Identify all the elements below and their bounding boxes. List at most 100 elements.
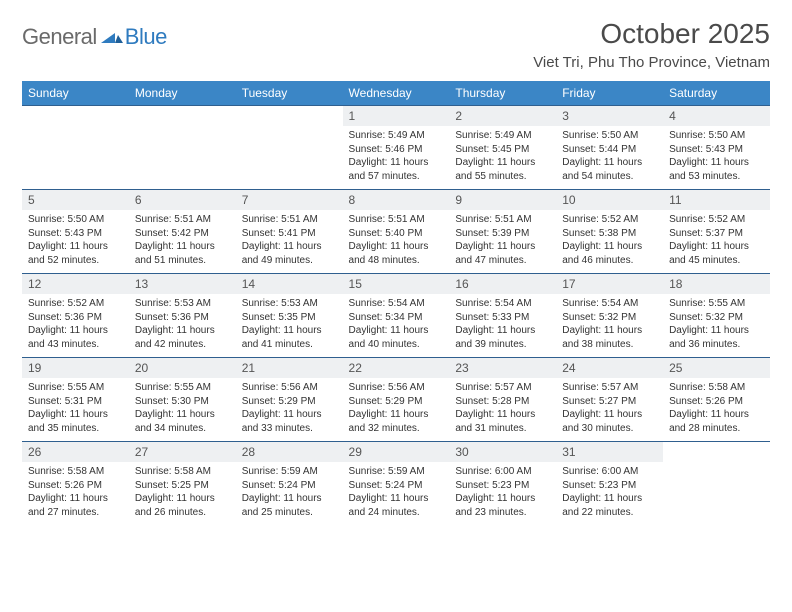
day-data-cell: Sunrise: 5:55 AMSunset: 5:30 PMDaylight:… <box>129 378 236 442</box>
daylight-line: Daylight: 11 hours and 57 minutes. <box>349 156 444 183</box>
day-number-cell <box>236 106 343 127</box>
daylight-line: Daylight: 11 hours and 36 minutes. <box>669 324 764 351</box>
sunset-line: Sunset: 5:30 PM <box>135 395 230 409</box>
sunset-line: Sunset: 5:31 PM <box>28 395 123 409</box>
sunrise-line: Sunrise: 5:51 AM <box>242 213 337 227</box>
day-number-cell: 27 <box>129 442 236 463</box>
day-number-cell: 25 <box>663 358 770 379</box>
day-number-cell: 14 <box>236 274 343 295</box>
logo-text-general: General <box>22 24 97 50</box>
daylight-line: Daylight: 11 hours and 40 minutes. <box>349 324 444 351</box>
day-data-cell <box>129 126 236 190</box>
day-data-cell: Sunrise: 5:52 AMSunset: 5:38 PMDaylight:… <box>556 210 663 274</box>
week-data-row: Sunrise: 5:55 AMSunset: 5:31 PMDaylight:… <box>22 378 770 442</box>
day-number-cell: 21 <box>236 358 343 379</box>
day-number-cell: 17 <box>556 274 663 295</box>
day-number-cell: 7 <box>236 190 343 211</box>
week-number-row: 567891011 <box>22 190 770 211</box>
day-data-cell: Sunrise: 5:53 AMSunset: 5:36 PMDaylight:… <box>129 294 236 358</box>
sunset-line: Sunset: 5:43 PM <box>28 227 123 241</box>
day-data-cell: Sunrise: 5:54 AMSunset: 5:34 PMDaylight:… <box>343 294 450 358</box>
daylight-line: Daylight: 11 hours and 47 minutes. <box>455 240 550 267</box>
day-number-cell: 23 <box>449 358 556 379</box>
day-number-cell: 4 <box>663 106 770 127</box>
logo-text-blue: Blue <box>125 24 167 50</box>
sunset-line: Sunset: 5:33 PM <box>455 311 550 325</box>
week-data-row: Sunrise: 5:49 AMSunset: 5:46 PMDaylight:… <box>22 126 770 190</box>
sunrise-line: Sunrise: 5:55 AM <box>135 381 230 395</box>
sunset-line: Sunset: 5:36 PM <box>135 311 230 325</box>
daylight-line: Daylight: 11 hours and 32 minutes. <box>349 408 444 435</box>
day-data-cell: Sunrise: 5:51 AMSunset: 5:42 PMDaylight:… <box>129 210 236 274</box>
sunrise-line: Sunrise: 5:56 AM <box>242 381 337 395</box>
sunset-line: Sunset: 5:42 PM <box>135 227 230 241</box>
day-data-cell: Sunrise: 5:56 AMSunset: 5:29 PMDaylight:… <box>236 378 343 442</box>
sunset-line: Sunset: 5:34 PM <box>349 311 444 325</box>
sunset-line: Sunset: 5:28 PM <box>455 395 550 409</box>
day-number-cell: 12 <box>22 274 129 295</box>
daylight-line: Daylight: 11 hours and 39 minutes. <box>455 324 550 351</box>
sunrise-line: Sunrise: 5:49 AM <box>349 129 444 143</box>
daylight-line: Daylight: 11 hours and 53 minutes. <box>669 156 764 183</box>
week-number-row: 19202122232425 <box>22 358 770 379</box>
sunrise-line: Sunrise: 5:59 AM <box>349 465 444 479</box>
sunset-line: Sunset: 5:23 PM <box>562 479 657 493</box>
daylight-line: Daylight: 11 hours and 38 minutes. <box>562 324 657 351</box>
day-header: Tuesday <box>236 81 343 106</box>
day-number-cell: 29 <box>343 442 450 463</box>
day-number-cell: 31 <box>556 442 663 463</box>
sunrise-line: Sunrise: 5:55 AM <box>669 297 764 311</box>
sunrise-line: Sunrise: 5:57 AM <box>562 381 657 395</box>
sunset-line: Sunset: 5:35 PM <box>242 311 337 325</box>
day-number-cell: 11 <box>663 190 770 211</box>
sunset-line: Sunset: 5:29 PM <box>242 395 337 409</box>
week-number-row: 1234 <box>22 106 770 127</box>
day-data-cell: Sunrise: 5:52 AMSunset: 5:36 PMDaylight:… <box>22 294 129 358</box>
sunset-line: Sunset: 5:25 PM <box>135 479 230 493</box>
month-title: October 2025 <box>533 18 770 50</box>
location: Viet Tri, Phu Tho Province, Vietnam <box>533 54 770 71</box>
day-number-cell: 19 <box>22 358 129 379</box>
day-header: Sunday <box>22 81 129 106</box>
day-data-cell: Sunrise: 5:54 AMSunset: 5:32 PMDaylight:… <box>556 294 663 358</box>
sunset-line: Sunset: 5:40 PM <box>349 227 444 241</box>
sunrise-line: Sunrise: 5:51 AM <box>455 213 550 227</box>
daylight-line: Daylight: 11 hours and 51 minutes. <box>135 240 230 267</box>
day-data-cell: Sunrise: 5:59 AMSunset: 5:24 PMDaylight:… <box>236 462 343 525</box>
daylight-line: Daylight: 11 hours and 24 minutes. <box>349 492 444 519</box>
day-data-cell: Sunrise: 5:55 AMSunset: 5:32 PMDaylight:… <box>663 294 770 358</box>
week-number-row: 12131415161718 <box>22 274 770 295</box>
day-data-cell: Sunrise: 5:55 AMSunset: 5:31 PMDaylight:… <box>22 378 129 442</box>
sunrise-line: Sunrise: 5:53 AM <box>242 297 337 311</box>
sunrise-line: Sunrise: 5:52 AM <box>669 213 764 227</box>
sunset-line: Sunset: 5:26 PM <box>669 395 764 409</box>
sunset-line: Sunset: 5:43 PM <box>669 143 764 157</box>
daylight-line: Daylight: 11 hours and 28 minutes. <box>669 408 764 435</box>
day-data-cell: Sunrise: 5:51 AMSunset: 5:41 PMDaylight:… <box>236 210 343 274</box>
sunrise-line: Sunrise: 5:58 AM <box>135 465 230 479</box>
day-data-cell: Sunrise: 5:52 AMSunset: 5:37 PMDaylight:… <box>663 210 770 274</box>
day-number-cell: 8 <box>343 190 450 211</box>
sunrise-line: Sunrise: 5:58 AM <box>28 465 123 479</box>
sunset-line: Sunset: 5:37 PM <box>669 227 764 241</box>
day-data-cell: Sunrise: 5:59 AMSunset: 5:24 PMDaylight:… <box>343 462 450 525</box>
calendar-body: 1234Sunrise: 5:49 AMSunset: 5:46 PMDayli… <box>22 106 770 526</box>
day-data-cell: Sunrise: 6:00 AMSunset: 5:23 PMDaylight:… <box>556 462 663 525</box>
daylight-line: Daylight: 11 hours and 42 minutes. <box>135 324 230 351</box>
daylight-line: Daylight: 11 hours and 35 minutes. <box>28 408 123 435</box>
daylight-line: Daylight: 11 hours and 41 minutes. <box>242 324 337 351</box>
daylight-line: Daylight: 11 hours and 55 minutes. <box>455 156 550 183</box>
sunrise-line: Sunrise: 5:53 AM <box>135 297 230 311</box>
week-number-row: 262728293031 <box>22 442 770 463</box>
day-header-row: SundayMondayTuesdayWednesdayThursdayFrid… <box>22 81 770 106</box>
day-number-cell: 20 <box>129 358 236 379</box>
logo-mark-icon <box>101 27 123 48</box>
daylight-line: Daylight: 11 hours and 34 minutes. <box>135 408 230 435</box>
day-number-cell: 15 <box>343 274 450 295</box>
sunrise-line: Sunrise: 5:50 AM <box>669 129 764 143</box>
daylight-line: Daylight: 11 hours and 33 minutes. <box>242 408 337 435</box>
daylight-line: Daylight: 11 hours and 27 minutes. <box>28 492 123 519</box>
sunset-line: Sunset: 5:29 PM <box>349 395 444 409</box>
day-number-cell: 28 <box>236 442 343 463</box>
day-number-cell: 1 <box>343 106 450 127</box>
